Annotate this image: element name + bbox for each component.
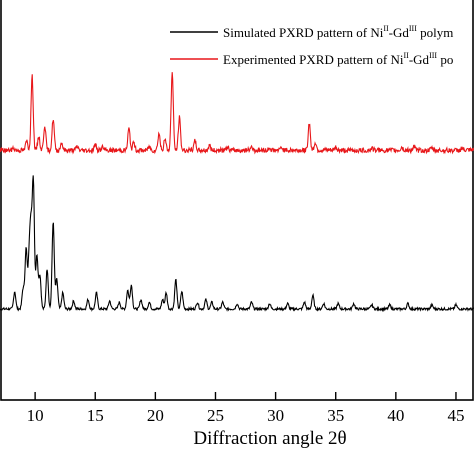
legend-label-simulated: Simulated PXRD pattern of NiII-GdIII pol… [223, 24, 453, 40]
x-tick-label-20: 20 [147, 406, 164, 425]
series-layer [0, 72, 474, 313]
series-experimented-line [0, 72, 474, 155]
x-ticks [34, 392, 457, 400]
x-tick-label-10: 10 [27, 406, 44, 425]
x-tick-label-45: 45 [447, 406, 464, 425]
x-tick-label-15: 15 [87, 406, 104, 425]
x-tick-label-30: 30 [267, 406, 284, 425]
x-tick-labels: 51015202530354045 [27, 406, 465, 425]
x-tick-label-25: 25 [207, 406, 224, 425]
legend-label-experimented: Experimented PXRD pattern of NiII-GdIII … [223, 51, 453, 67]
legend: Simulated PXRD pattern of NiII-GdIII pol… [170, 24, 453, 67]
x-tick-label-35: 35 [327, 406, 344, 425]
plot-frame [0, 0, 474, 401]
x-tick-label-40: 40 [387, 406, 404, 425]
series-simulated-line [0, 175, 474, 313]
x-axis-title: Diffraction angle 2θ [193, 428, 346, 449]
